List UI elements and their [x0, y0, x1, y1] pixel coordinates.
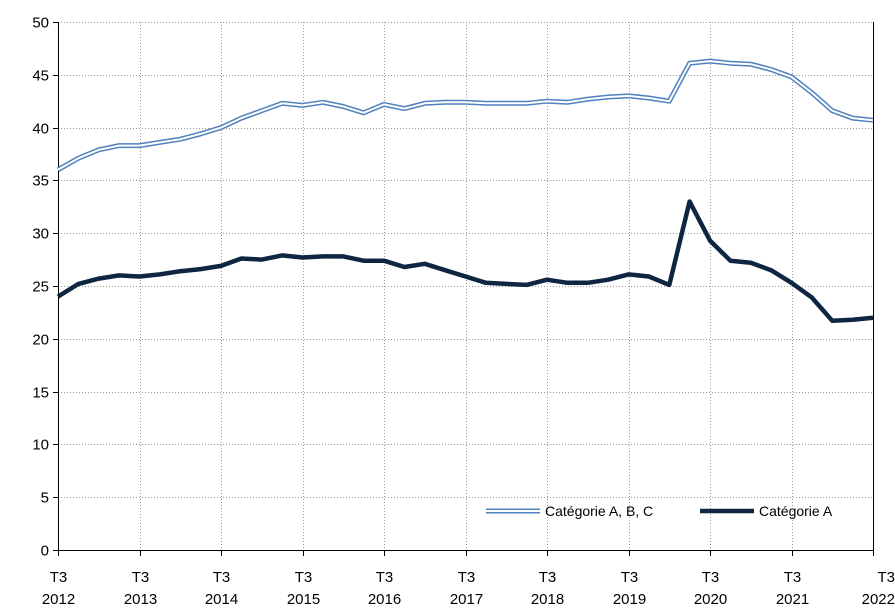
y-tick-label: 0: [41, 543, 49, 560]
x-tick-label-quarter: T3: [877, 569, 895, 586]
legend-entry-abc: Catégorie A, B, C: [486, 503, 653, 519]
x-tick-label-year: 2015: [287, 591, 320, 608]
x-tick-label-quarter: T3: [132, 569, 150, 586]
legend-entry-a: Catégorie A: [700, 503, 833, 519]
legend: Catégorie A, B, C Catégorie A: [486, 503, 833, 519]
y-tick-label: 20: [32, 332, 49, 349]
series-line-a: [56, 199, 874, 324]
x-tick-label-year: 2022: [862, 591, 895, 608]
x-tick-label-year: 2017: [450, 591, 483, 608]
x-tick-label-quarter: T3: [458, 569, 476, 586]
x-tick-label-year: 2018: [531, 591, 564, 608]
x-tick-label-year: 2012: [42, 591, 75, 608]
x-tick-label-year: 2013: [124, 591, 157, 608]
x-tick-labels: T3 2012 T3 2013 T3 2014 T3 2015 T3 2016 T3 2017 T3 20…: [42, 569, 895, 608]
series-lines: [56, 58, 874, 324]
y-tick-label: 50: [32, 15, 49, 32]
y-tick-label: 30: [32, 226, 49, 243]
x-tick-label-quarter: T3: [295, 569, 313, 586]
x-tick-label-year: 2014: [205, 591, 238, 608]
y-tick-label: 25: [32, 279, 49, 296]
y-tick-label: 45: [32, 68, 49, 85]
x-tick-label-quarter: T3: [376, 569, 394, 586]
x-tick-label-year: 2016: [368, 591, 401, 608]
x-tick-label-year: 2020: [694, 591, 727, 608]
series-line-abc-inner: [57, 60, 874, 171]
legend-label-a: Catégorie A: [759, 503, 833, 519]
x-tick-label-year: 2019: [613, 591, 646, 608]
x-tick-label-quarter: T3: [213, 569, 231, 586]
y-tick-label: 40: [32, 121, 49, 138]
y-tick-label: 5: [41, 490, 49, 507]
y-tick-labels: 0 5 10 15 20 25 30 35 40 45 50: [32, 15, 49, 560]
x-tick-label-quarter: T3: [50, 569, 68, 586]
y-tick-label: 15: [32, 385, 49, 402]
x-tick-label-year: 2021: [776, 591, 809, 608]
y-tick-label: 35: [32, 173, 49, 190]
x-tick-label-quarter: T3: [702, 569, 720, 586]
axes: [53, 22, 874, 556]
legend-label-abc: Catégorie A, B, C: [545, 503, 653, 519]
x-tick-label-quarter: T3: [621, 569, 639, 586]
y-tick-label: 10: [32, 437, 49, 454]
x-tick-label-quarter: T3: [539, 569, 557, 586]
x-tick-label-quarter: T3: [784, 569, 802, 586]
